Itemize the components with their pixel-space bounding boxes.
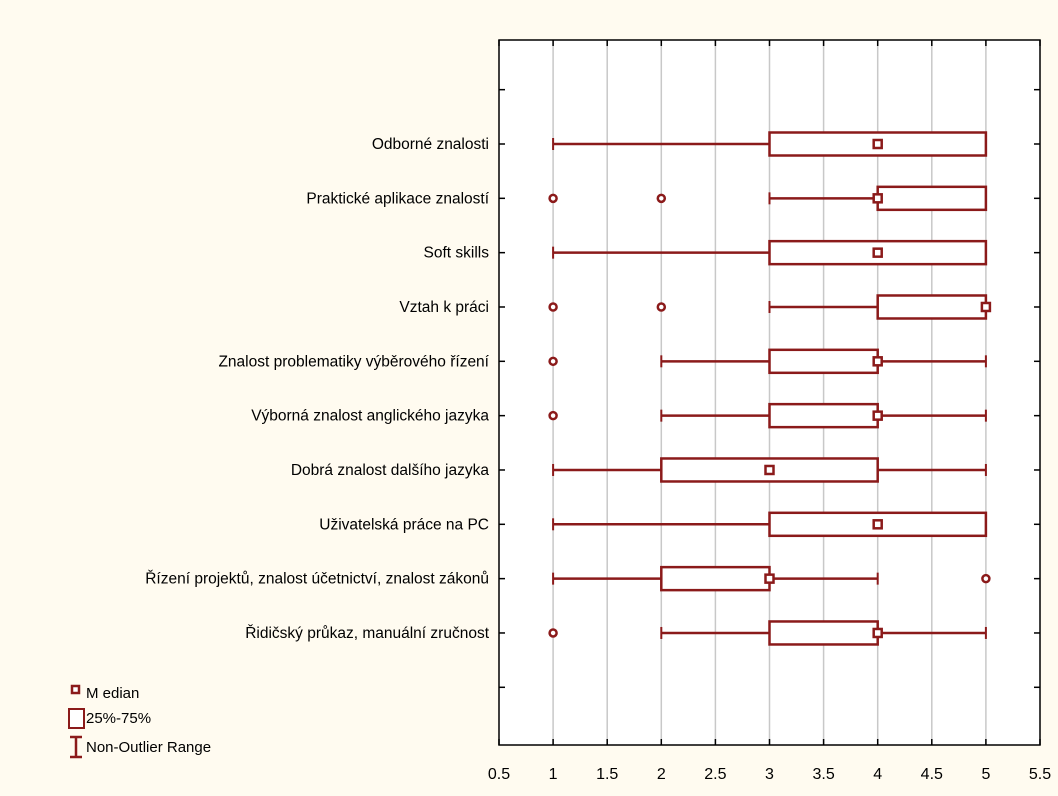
x-tick-label: 5.5 [1029, 766, 1051, 783]
box-item [548, 185, 988, 212]
outlier-point [548, 302, 558, 312]
median-marker [872, 410, 883, 421]
box-item [548, 402, 987, 429]
box-item [552, 511, 988, 538]
x-tick-label: 1.5 [596, 766, 618, 783]
outlier-point [981, 573, 991, 584]
median-marker [872, 193, 883, 204]
iqr-box [768, 348, 879, 375]
legend-range-label: Non-Outlier Range [86, 739, 211, 756]
category-label: Řízení projektů, znalost účetnictví, zna… [145, 571, 489, 588]
outlier-point [548, 628, 558, 638]
x-tick-label: 2 [657, 766, 666, 783]
category-label: Řidičský průkaz, manuální zručnost [245, 625, 489, 642]
median-marker [872, 627, 883, 639]
iqr-box [660, 565, 771, 592]
legend-range-icon [70, 735, 82, 759]
outlier-point [656, 193, 667, 204]
x-tick-label: 4 [873, 766, 882, 783]
median-marker [764, 573, 775, 584]
category-label: Praktické aplikace znalostí [306, 190, 489, 207]
box-item [548, 294, 992, 320]
box-layer [548, 131, 992, 646]
legend-median-icon [70, 684, 81, 695]
x-tick-label: 3.5 [812, 766, 834, 783]
x-tick-label: 4.5 [921, 766, 943, 783]
median-marker [872, 138, 883, 150]
box-item [552, 239, 988, 266]
category-label: Uživatelská práce na PC [319, 516, 489, 533]
legend-median-label: M edian [86, 685, 139, 702]
legend: M edian 25%-75% Non-Outlier Range [68, 684, 211, 759]
legend-box-icon [68, 708, 85, 729]
median-marker [872, 519, 883, 530]
iqr-box [876, 294, 988, 320]
x-tick-label: 1 [549, 766, 558, 783]
outlier-point [548, 193, 558, 204]
iqr-box [768, 620, 879, 646]
legend-box-label: 25%-75% [86, 710, 151, 727]
category-label: Vztah k práci [399, 299, 489, 316]
box-item [552, 131, 988, 157]
category-label: Výborná znalost anglického jazyka [251, 408, 489, 425]
x-tick-label: 2.5 [704, 766, 726, 783]
median-marker [980, 301, 992, 313]
outlier-point [656, 302, 667, 312]
median-marker [764, 464, 775, 476]
category-label: Odborné znalosti [372, 136, 489, 153]
iqr-box [876, 185, 988, 212]
axis-layer: 0.5 1 1.5 2 2.5 3 3.5 4 4.5 5 5.5 [488, 40, 1051, 783]
iqr-box [768, 402, 879, 429]
outlier-point [548, 356, 558, 367]
label-layer: Odborné znalosti Praktické aplikace znalo… [145, 136, 489, 642]
x-tick-label: 3 [765, 766, 774, 783]
category-label: Soft skills [424, 245, 490, 262]
category-label: Dobrá znalost dalšího jazyka [291, 462, 490, 479]
x-tick-label: 5 [981, 766, 990, 783]
median-marker [872, 247, 883, 258]
median-marker [872, 356, 883, 367]
category-label: Znalost problematiky výběrového řízení [218, 353, 489, 370]
box-item [552, 457, 987, 483]
box-item [548, 348, 987, 375]
x-tick-label: 0.5 [488, 766, 510, 783]
box-item [552, 565, 991, 592]
outlier-point [548, 410, 558, 421]
box-item [548, 620, 987, 646]
